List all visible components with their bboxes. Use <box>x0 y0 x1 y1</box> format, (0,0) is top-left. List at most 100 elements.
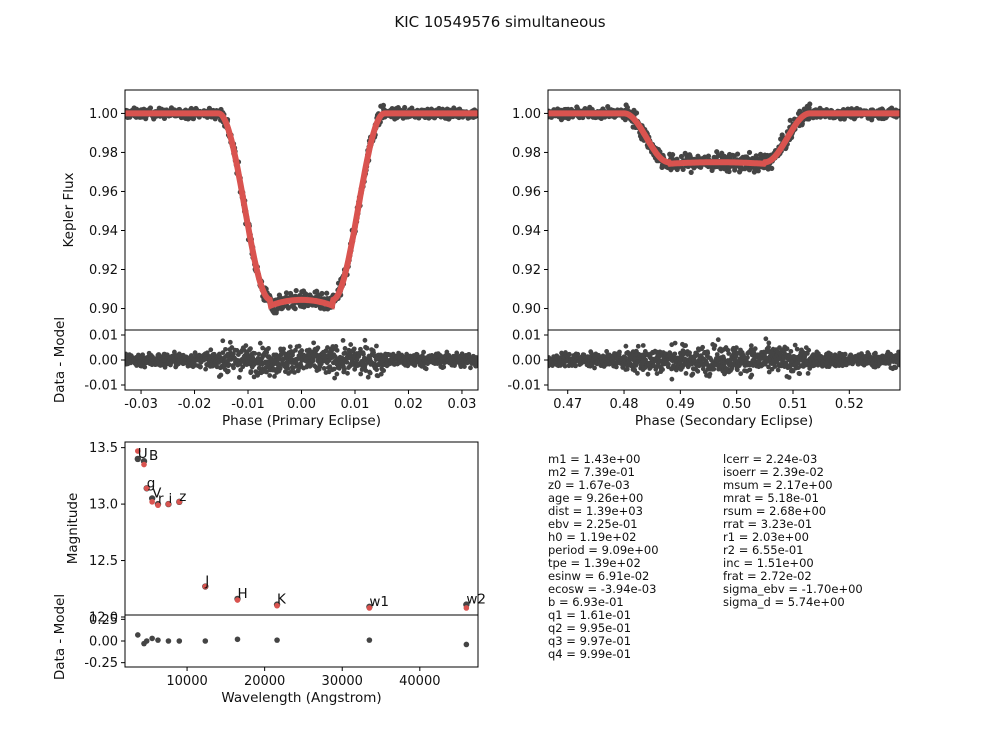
sed-ytick-label: 13.0 <box>89 498 118 513</box>
sed-residual-point <box>143 638 150 644</box>
primary-residual-point <box>374 367 380 373</box>
primary-residual-point <box>315 345 321 351</box>
primary-residual-point <box>468 365 473 371</box>
secondary-residual-point <box>645 371 651 377</box>
primary-xtick-label: -0.01 <box>231 397 265 412</box>
sed-model-point <box>234 597 241 603</box>
secondary-residual-point <box>721 355 727 361</box>
secondary-residual-point <box>660 367 665 373</box>
parameter-line: dist = 1.39e+03 <box>548 504 643 518</box>
primary-res-ytick-label: 0.00 <box>89 354 118 369</box>
primary-residual-point <box>223 346 228 352</box>
parameter-line: inc = 1.51e+00 <box>723 556 814 570</box>
primary-residual-point <box>362 337 368 343</box>
primary-data-point <box>293 287 299 294</box>
primary-residual-point <box>363 368 369 374</box>
secondary-res-ytick-label: 0.01 <box>512 329 541 344</box>
primary-ytick-label: 0.96 <box>89 185 118 200</box>
primary-model <box>125 110 478 310</box>
parameter-line: h0 = 1.19e+02 <box>548 530 637 544</box>
primary-residual-point <box>287 344 293 350</box>
secondary-residual-points <box>548 336 900 382</box>
secondary-residual-point <box>687 350 693 356</box>
sed-res-ytick-label: 0.00 <box>89 635 118 650</box>
secondary-residual-point <box>707 371 713 377</box>
primary-residual-point <box>243 343 249 348</box>
secondary-residual-point <box>745 355 750 360</box>
secondary-residual-point <box>893 365 899 371</box>
primary-data-point <box>285 305 291 311</box>
sed-res-ylabel: Data - Model <box>52 594 68 680</box>
parameter-line: sigma_ebv = -1.70e+00 <box>723 582 863 596</box>
parameter-line: q1 = 1.61e-01 <box>548 608 632 622</box>
secondary-residual-point <box>806 347 812 353</box>
sed-xtick-label: 10000 <box>166 674 207 689</box>
primary-residual-point <box>296 343 302 349</box>
secondary-residual-point <box>592 365 597 371</box>
sed-residual-point <box>155 637 161 643</box>
secondary-main-axes <box>547 89 901 331</box>
primary-residual-point <box>405 363 411 369</box>
primary-residual-point <box>220 350 226 356</box>
primary-residual-point <box>281 346 286 352</box>
primary-residual-point <box>299 348 305 353</box>
parameter-line: m2 = 7.39e-01 <box>548 465 635 479</box>
secondary-xtick-label: 0.49 <box>666 397 695 412</box>
primary-residual-point <box>423 366 429 372</box>
primary-residual-point <box>292 370 297 375</box>
primary-xtick-label: 0.02 <box>394 397 423 412</box>
primary-residual-point <box>172 349 177 355</box>
primary-residual-point <box>248 369 254 374</box>
sed-band-label: V <box>152 485 162 501</box>
primary-residual-point <box>225 368 231 374</box>
secondary-xtick-label: 0.50 <box>722 397 751 412</box>
sed-band-label: w2 <box>466 592 486 608</box>
primary-residual-point <box>211 351 217 357</box>
primary-residual-point <box>321 365 327 371</box>
primary-model-line <box>125 110 478 310</box>
primary-residual-point <box>475 359 478 365</box>
parameter-line: ecosw = -3.94e-03 <box>548 582 657 596</box>
primary-res-ylabel: Data - Model <box>52 317 68 403</box>
primary-residual-point <box>267 373 273 378</box>
figure-title: KIC 10549576 simultaneous <box>394 13 605 31</box>
sed-data-point <box>134 455 142 463</box>
sed-model-point <box>176 499 183 505</box>
secondary-residual-point <box>747 367 753 373</box>
primary-residual-point <box>293 347 298 353</box>
primary-xtick-label: 0.03 <box>447 397 476 412</box>
secondary-residual-point <box>695 368 701 374</box>
sed-residual-point <box>176 638 183 644</box>
parameter-line: b = 6.93e-01 <box>548 595 624 609</box>
sed-residual-point <box>135 632 141 638</box>
sed-xtick-label: 30000 <box>322 674 363 689</box>
secondary-residual-point <box>640 343 646 348</box>
sed-band-label: r <box>158 491 164 507</box>
secondary-residual-point <box>805 370 811 376</box>
primary-data-point <box>292 306 298 312</box>
primary-residual-point <box>358 371 364 377</box>
secondary-residual-point <box>734 367 740 373</box>
primary-residual-point <box>325 345 330 350</box>
primary-residual-point <box>331 366 337 372</box>
sed-model-point <box>202 583 209 590</box>
secondary-residual-point <box>775 367 781 373</box>
secondary-res-ytick-label: -0.01 <box>507 379 541 394</box>
parameter-line: ebv = 2.25e-01 <box>548 517 638 531</box>
primary-residual-point <box>220 338 226 344</box>
primary-residual-point <box>204 350 210 356</box>
secondary-xtick-label: 0.47 <box>553 397 582 412</box>
primary-residual-point <box>365 374 371 380</box>
primary-ytick-label: 0.90 <box>89 302 118 317</box>
fit-parameters-right: lcerr = 2.24e-03 isoerr = 2.39e-02 msum = … <box>723 453 863 609</box>
parameter-line: rsum = 2.68e+00 <box>723 504 827 518</box>
parameter-line: age = 9.26e+00 <box>548 491 644 505</box>
primary-residual-point <box>234 348 240 353</box>
secondary-model <box>548 110 900 167</box>
parameter-line: esinw = 6.91e-02 <box>548 569 650 583</box>
secondary-residual-point <box>752 346 758 352</box>
primary-residual-point <box>441 364 447 370</box>
sed-residual-point <box>274 637 280 643</box>
sed-ytick-label: 12.0 <box>89 611 118 626</box>
